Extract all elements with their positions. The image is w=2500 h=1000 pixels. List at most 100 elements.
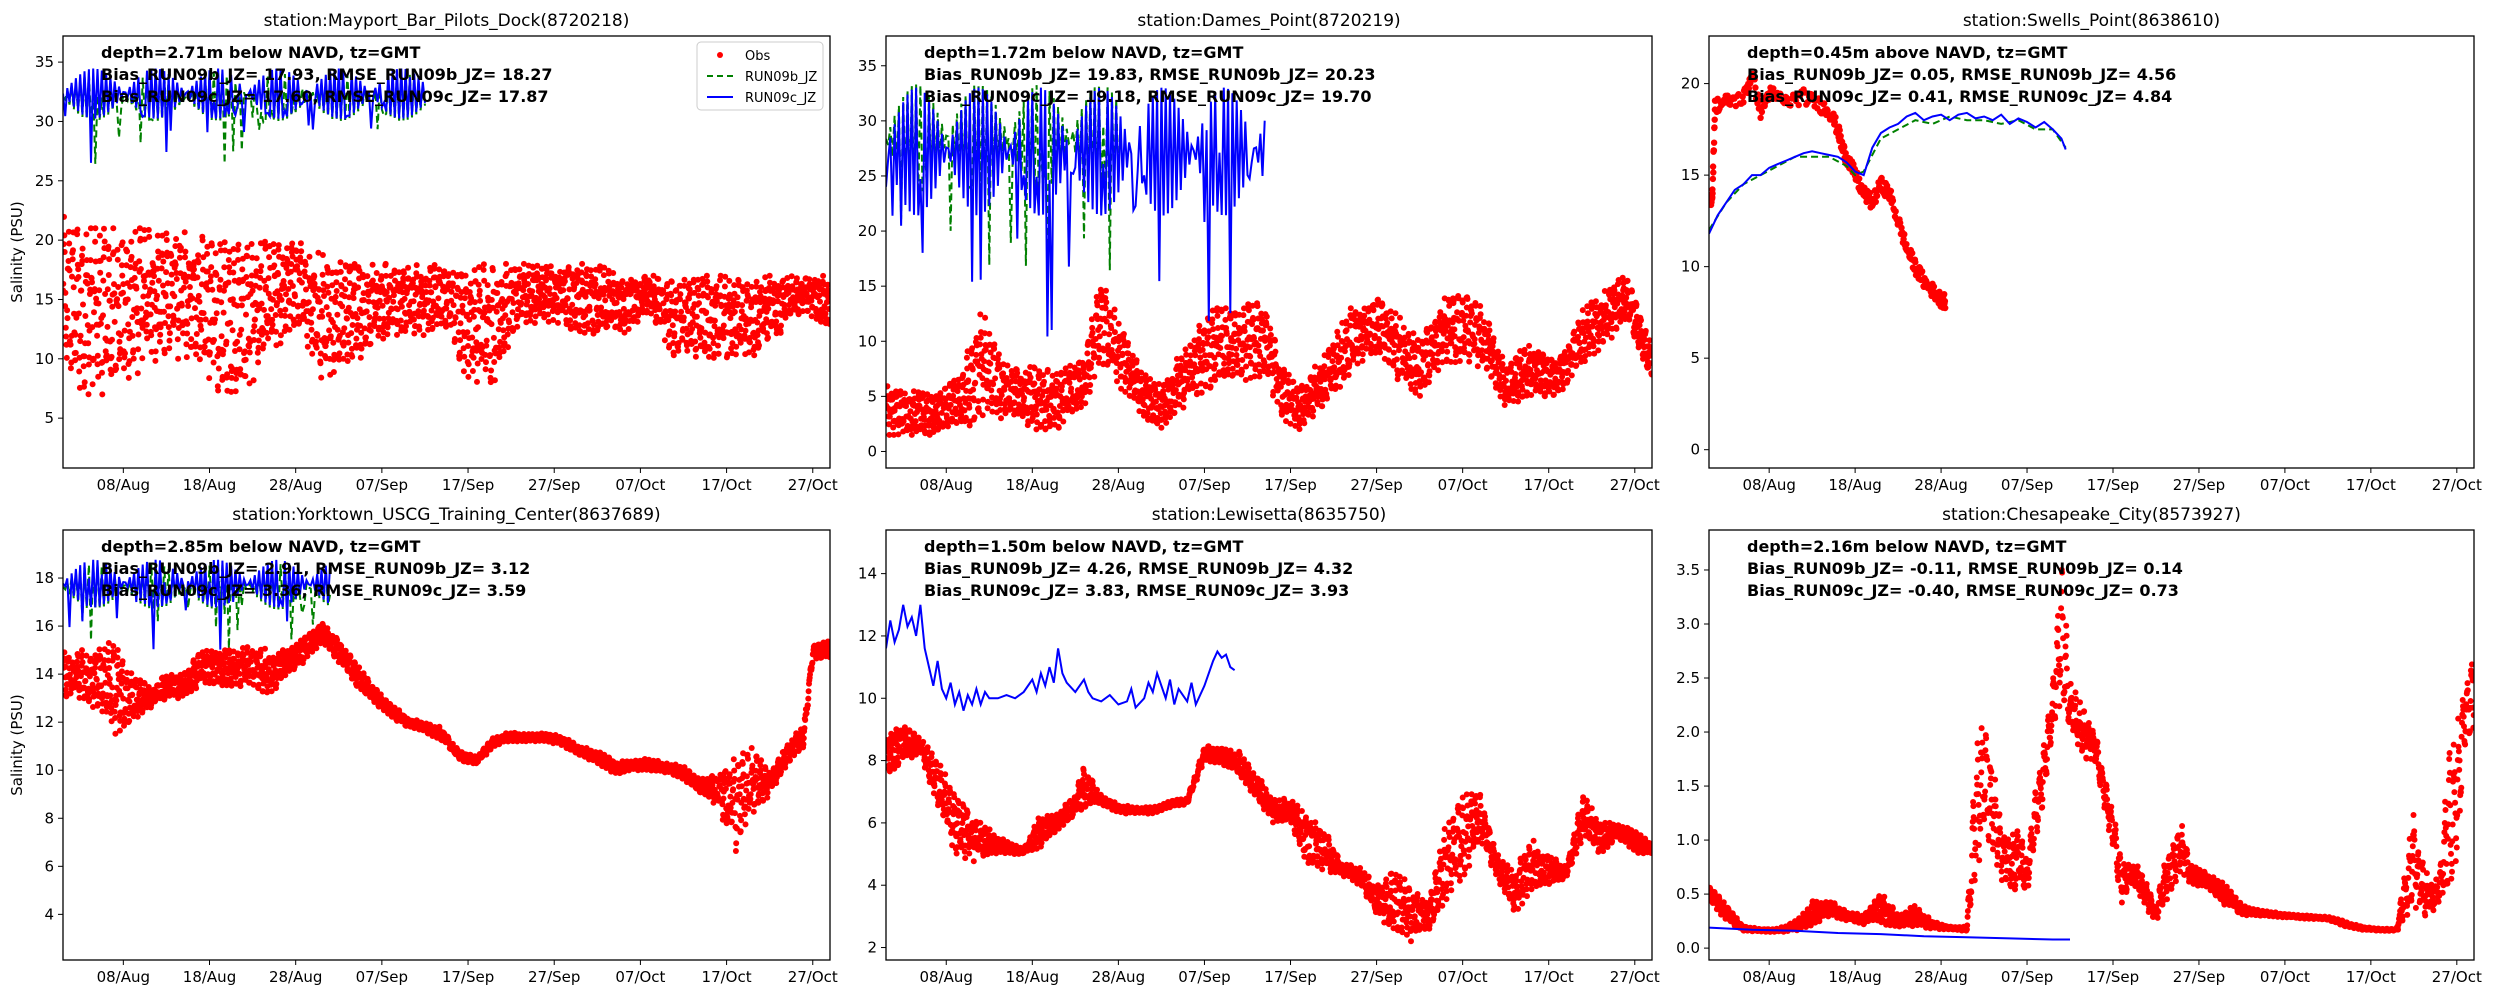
obs-point xyxy=(1604,331,1611,338)
obs-point xyxy=(210,359,217,366)
obs-point xyxy=(1601,288,1608,294)
obs-point xyxy=(400,275,407,282)
obs-point xyxy=(660,287,667,294)
obs-point xyxy=(471,267,478,274)
obs-point xyxy=(1474,346,1481,353)
obs-point xyxy=(1036,368,1043,375)
obs-point xyxy=(298,248,305,255)
obs-point xyxy=(1158,424,1165,431)
obs-point xyxy=(945,423,951,430)
obs-point xyxy=(1103,299,1110,306)
obs-point xyxy=(468,295,475,302)
obs-point xyxy=(947,401,954,408)
obs-point xyxy=(1202,383,1209,390)
obs-point xyxy=(157,331,164,338)
series-line-run09c-jz xyxy=(63,68,426,163)
obs-point xyxy=(139,324,146,331)
obs-point xyxy=(160,258,167,265)
obs-point xyxy=(96,287,103,294)
obs-point xyxy=(1740,99,1747,106)
obs-point xyxy=(546,285,553,292)
legend-obs-marker xyxy=(717,52,723,58)
obs-point xyxy=(107,366,114,373)
obs-point xyxy=(668,292,675,299)
obs-point xyxy=(232,348,238,354)
obs-point xyxy=(1097,323,1104,330)
obs-point xyxy=(1270,388,1277,395)
x-tick-label: 07/Oct xyxy=(1438,476,1488,494)
obs-point xyxy=(1194,366,1201,373)
obs-point xyxy=(1301,420,1308,427)
obs-point xyxy=(329,282,336,289)
obs-point xyxy=(450,302,457,309)
obs-point xyxy=(493,308,500,315)
obs-point xyxy=(213,310,220,317)
obs-point xyxy=(650,272,657,279)
obs-point xyxy=(1141,402,1148,409)
obs-point xyxy=(266,254,273,261)
obs-point xyxy=(1787,102,1794,109)
obs-point xyxy=(217,276,224,283)
obs-point xyxy=(236,331,243,338)
obs-point xyxy=(1897,219,1904,227)
obs-point xyxy=(111,290,118,297)
obs-point xyxy=(1449,319,1456,326)
obs-point xyxy=(1528,381,1535,388)
obs-point xyxy=(132,265,138,272)
obs-series xyxy=(63,213,830,398)
obs-point xyxy=(697,334,704,341)
obs-point xyxy=(1222,316,1229,323)
obs-point xyxy=(75,310,82,317)
obs-point xyxy=(370,299,377,306)
obs-point xyxy=(390,298,397,305)
obs-point xyxy=(349,353,356,360)
obs-point xyxy=(568,325,575,332)
obs-point xyxy=(1222,305,1229,312)
obs-point xyxy=(1111,306,1118,313)
obs-point xyxy=(671,330,678,337)
obs-point xyxy=(348,330,355,337)
obs-point xyxy=(600,272,607,279)
obs-point xyxy=(1167,414,1173,421)
obs-point xyxy=(148,332,155,339)
obs-point xyxy=(1040,372,1046,379)
obs-point xyxy=(981,358,988,365)
subplot-title: station:Mayport_Bar_Pilots_Dock(8720218) xyxy=(264,11,630,31)
obs-point xyxy=(151,288,158,295)
obs-point xyxy=(1390,362,1397,369)
obs-point xyxy=(378,273,385,280)
obs-point xyxy=(1710,139,1718,146)
obs-point xyxy=(1377,349,1383,356)
obs-point xyxy=(482,366,489,373)
obs-point xyxy=(1000,370,1007,377)
obs-point xyxy=(1287,420,1294,427)
obs-point xyxy=(1372,349,1379,356)
obs-point xyxy=(992,375,999,382)
obs-point xyxy=(625,326,632,332)
obs-point xyxy=(246,343,253,350)
obs-point xyxy=(217,241,224,248)
obs-point xyxy=(235,241,242,248)
obs-point xyxy=(577,328,584,335)
obs-point xyxy=(1004,362,1011,369)
obs-point xyxy=(1471,336,1478,343)
obs-point xyxy=(761,295,768,302)
obs-point xyxy=(340,355,347,362)
obs-point xyxy=(273,328,279,335)
obs-point xyxy=(246,380,253,387)
obs-point xyxy=(449,280,456,287)
obs-point xyxy=(66,267,73,274)
obs-point xyxy=(168,280,175,287)
y-tick-label: 35 xyxy=(35,53,54,71)
obs-point xyxy=(1836,127,1843,134)
obs-point xyxy=(953,420,960,426)
obs-point xyxy=(330,339,337,346)
obs-point xyxy=(121,365,127,372)
obs-point xyxy=(907,408,914,415)
obs-point xyxy=(475,324,481,331)
obs-point xyxy=(73,674,80,681)
obs-point xyxy=(1199,346,1206,353)
obs-point xyxy=(1941,297,1949,305)
obs-point xyxy=(275,242,282,249)
obs-point xyxy=(469,368,476,374)
